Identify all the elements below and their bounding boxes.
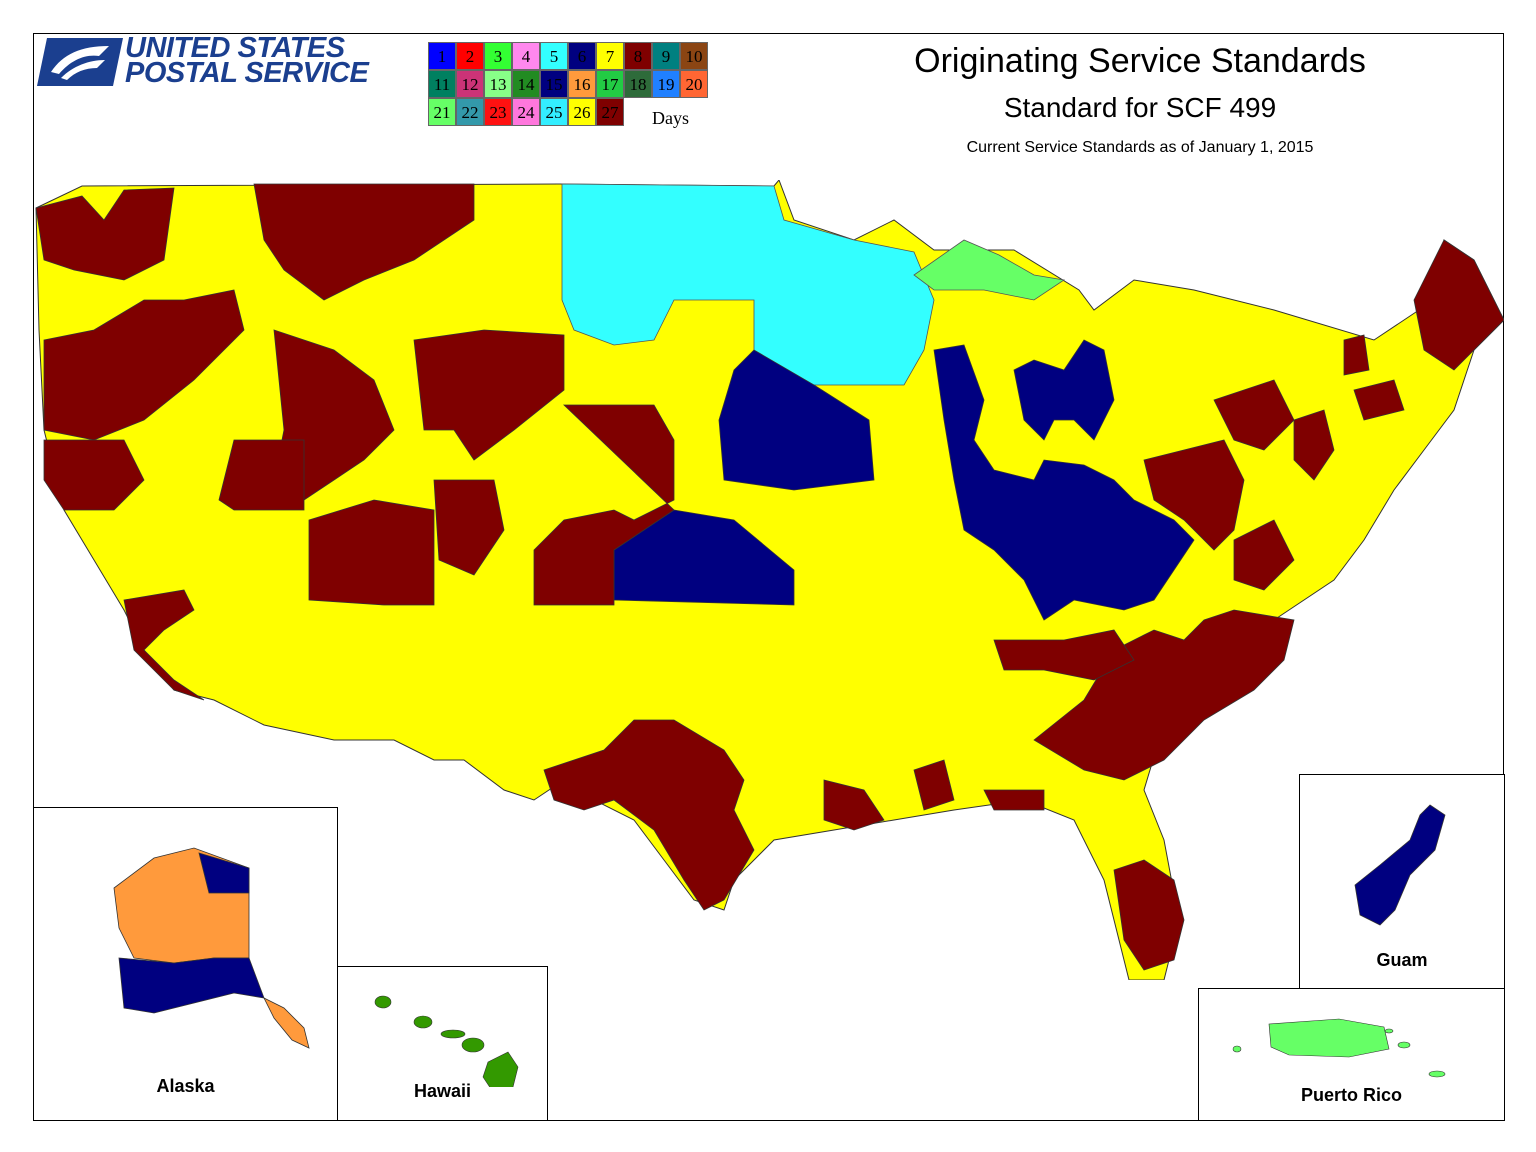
logo-wordmark: UNITED STATES POSTAL SERVICE — [125, 32, 369, 89]
region-maroon-group — [35, 183, 1504, 971]
region-maroon-pennsylvania — [1143, 439, 1245, 551]
hawaii-island-big — [482, 1051, 519, 1087]
legend-cell-8: 8 — [624, 42, 652, 70]
guam-island — [1354, 804, 1446, 926]
legend-cell-16: 16 — [568, 70, 596, 98]
region-navy-great-lakes — [933, 344, 1195, 621]
region-maroon-washington — [35, 187, 175, 281]
legend-cell-10: 10 — [680, 42, 708, 70]
puerto-rico-mona — [1232, 1045, 1242, 1053]
guam-map — [1354, 804, 1446, 926]
alaska-inset: Alaska — [33, 807, 338, 1121]
legend-cell-20: 20 — [680, 70, 708, 98]
legend-cell-15: 15 — [540, 70, 568, 98]
region-maroon-south-dakota — [533, 404, 675, 606]
region-maroon-utah — [308, 499, 435, 606]
legend-cell-25: 25 — [540, 98, 568, 126]
legend-cell-24: 24 — [512, 98, 540, 126]
guam-inset: Guam — [1299, 774, 1505, 989]
contiguous-us-map — [35, 180, 1504, 980]
region-maroon-north-cal — [43, 439, 145, 511]
region-maroon-florida — [1113, 859, 1185, 971]
alaska-orange-panhandle — [263, 997, 310, 1049]
region-maroon-nj — [1293, 409, 1335, 481]
logo-line-2: POSTAL SERVICE — [125, 57, 369, 89]
alaska-label: Alaska — [156, 1076, 215, 1096]
legend-cell-23: 23 — [484, 98, 512, 126]
region-lightgreen-up — [913, 239, 1066, 301]
hawaii-inset: Hawaii — [337, 966, 548, 1121]
legend-cell-1: 1 — [428, 42, 456, 70]
puerto-rico-island — [1268, 1018, 1390, 1058]
hawaii-island-kauai — [374, 995, 392, 1009]
region-maroon-wyoming — [413, 329, 565, 461]
legend-cell-14: 14 — [512, 70, 540, 98]
puerto-rico-label: Puerto Rico — [1300, 1085, 1402, 1105]
alaska-navy-south — [118, 957, 265, 1014]
logo-line-1: UNITED STATES — [125, 32, 345, 64]
region-cyan — [561, 183, 935, 386]
region-maroon-colorado — [433, 479, 505, 576]
region-maroon-maine — [1413, 239, 1504, 371]
map-title: Originating Service Standards — [914, 42, 1366, 80]
legend-cell-6: 6 — [568, 42, 596, 70]
alaska-navy-northeast — [198, 852, 250, 894]
legend-cell-11: 11 — [428, 70, 456, 98]
region-maroon-gulf-la — [823, 779, 885, 831]
puerto-rico-virgin — [1428, 1070, 1446, 1078]
eagle-head-logo — [37, 38, 123, 86]
region-maroon-virginia — [1233, 519, 1295, 591]
puerto-rico-vieques — [1397, 1041, 1411, 1049]
region-maroon-new-york — [1213, 379, 1295, 451]
legend-cell-13: 13 — [484, 70, 512, 98]
region-maroon-mississippi — [913, 759, 955, 811]
legend-cell-7: 7 — [596, 42, 624, 70]
legend-cell-9: 9 — [652, 42, 680, 70]
region-navy-iowa — [718, 349, 875, 491]
legend-cell-27: 27 — [596, 98, 624, 126]
region-maroon-oregon — [43, 289, 245, 441]
legend-unit-label: Days — [652, 108, 689, 128]
legend-cell-18: 18 — [624, 70, 652, 98]
guam-label: Guam — [1376, 950, 1428, 970]
legend-cell-2: 2 — [456, 42, 484, 70]
legend-cell-17: 17 — [596, 70, 624, 98]
hawaii-island-maui — [461, 1037, 485, 1053]
usps-logo: UNITED STATES POSTAL SERVICE — [37, 32, 377, 92]
region-navy-michigan — [1013, 339, 1115, 441]
alaska-map — [113, 847, 310, 1049]
legend-cell-26: 26 — [568, 98, 596, 126]
hawaii-label: Hawaii — [413, 1081, 472, 1101]
legend-cell-22: 22 — [456, 98, 484, 126]
hawaii-island-oahu — [413, 1015, 433, 1029]
region-maroon-montana — [253, 183, 475, 301]
region-maroon-mass — [1353, 379, 1405, 421]
legend-cell-5: 5 — [540, 42, 568, 70]
map-note: Current Service Standards as of January … — [966, 139, 1314, 156]
map-subtitle: Standard for SCF 499 — [1003, 92, 1277, 123]
region-maroon-panhandle — [983, 789, 1045, 811]
region-maroon-socal — [123, 589, 205, 701]
hawaii-map — [374, 995, 519, 1087]
legend-cell-4: 4 — [512, 42, 540, 70]
region-maroon-nevada — [218, 439, 305, 511]
legend-cell-19: 19 — [652, 70, 680, 98]
puerto-rico-culebra — [1384, 1028, 1394, 1034]
hawaii-island-molokai — [440, 1029, 466, 1039]
region-maroon-vermont — [1343, 334, 1370, 376]
legend-cell-12: 12 — [456, 70, 484, 98]
region-maroon-tennessee — [993, 629, 1135, 681]
region-maroon-carolinas — [1033, 609, 1295, 781]
puerto-rico-inset: Puerto Rico — [1198, 988, 1505, 1121]
puerto-rico-map — [1232, 1018, 1446, 1078]
legend-cell-21: 21 — [428, 98, 456, 126]
legend-cell-3: 3 — [484, 42, 512, 70]
map-frame — [33, 33, 1504, 1121]
region-maroon-texas-west — [543, 719, 755, 911]
